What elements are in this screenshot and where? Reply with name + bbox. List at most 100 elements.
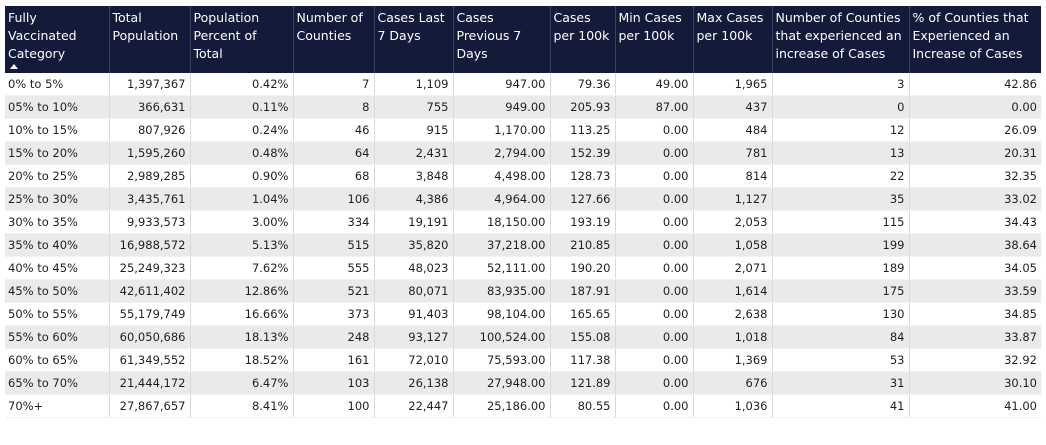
cell-cases-previous-7-days: 100,524.00 bbox=[453, 325, 551, 349]
cell-cases-previous-7-days: 18,150.00 bbox=[453, 210, 551, 234]
cell-counties-increase-percent: 34.05 bbox=[909, 256, 1041, 280]
cell-population-percent: 6.47% bbox=[190, 371, 294, 395]
cell-category: 50% to 55% bbox=[5, 302, 110, 326]
cell-min-cases-per-100k: 0.00 bbox=[615, 164, 694, 188]
cell-min-cases-per-100k: 0.00 bbox=[615, 210, 694, 234]
cell-cases-last-7-days: 19,191 bbox=[374, 210, 454, 234]
column-header-cases-per-100k[interactable]: Cases per 100k bbox=[550, 6, 616, 73]
cell-cases-per-100k: 117.38 bbox=[550, 348, 616, 372]
cell-cases-last-7-days: 48,023 bbox=[374, 256, 454, 280]
table-row[interactable]: 65% to 70% 21,444,172 6.47% 103 26,138 27,948… bbox=[5, 371, 1041, 395]
table-row[interactable]: 20% to 25% 2,989,285 0.90% 68 3,848 4,498.00 1… bbox=[5, 164, 1041, 188]
cell-counties-increase-percent: 38.64 bbox=[909, 233, 1041, 257]
cell-category: 20% to 25% bbox=[5, 164, 110, 188]
table-row[interactable]: 70%+ 27,867,657 8.41% 100 22,447 25,186.00 80.… bbox=[5, 394, 1041, 418]
cell-population-percent: 7.62% bbox=[190, 256, 294, 280]
cell-total-population: 61,349,552 bbox=[109, 348, 191, 372]
cell-number-of-counties: 64 bbox=[293, 141, 375, 165]
cell-min-cases-per-100k: 0.00 bbox=[615, 141, 694, 165]
column-header-total-population[interactable]: Total Population bbox=[109, 6, 191, 73]
cell-number-of-counties: 521 bbox=[293, 279, 375, 303]
cell-counties-increase-percent: 26.09 bbox=[909, 118, 1041, 142]
cell-cases-per-100k: 165.65 bbox=[550, 302, 616, 326]
cell-cases-per-100k: 190.20 bbox=[550, 256, 616, 280]
cell-cases-previous-7-days: 52,111.00 bbox=[453, 256, 551, 280]
cell-category: 60% to 65% bbox=[5, 348, 110, 372]
cell-max-cases-per-100k: 1,036 bbox=[693, 394, 773, 418]
column-header-label: Min Cases per 100k bbox=[618, 10, 682, 43]
cell-min-cases-per-100k: 49.00 bbox=[615, 73, 694, 96]
table-row[interactable]: 0% to 5% 1,397,367 0.42% 7 1,109 947.00 79.36 4… bbox=[5, 73, 1041, 96]
cell-category: 0% to 5% bbox=[5, 73, 110, 96]
data-table: Fully Vaccinated Category Total Populati… bbox=[5, 6, 1041, 418]
column-header-cases-previous-7-days[interactable]: Cases Previous 7 Days bbox=[453, 6, 551, 73]
cell-cases-per-100k: 121.89 bbox=[550, 371, 616, 395]
cell-cases-per-100k: 152.39 bbox=[550, 141, 616, 165]
cell-counties-increase-count: 84 bbox=[772, 325, 910, 349]
column-header-label: Number of Counties bbox=[296, 10, 363, 43]
cell-counties-increase-percent: 41.00 bbox=[909, 394, 1041, 418]
table-row[interactable]: 50% to 55% 55,179,749 16.66% 373 91,403 98,10… bbox=[5, 302, 1041, 326]
cell-counties-increase-percent: 32.92 bbox=[909, 348, 1041, 372]
cell-total-population: 366,631 bbox=[109, 95, 191, 119]
cell-counties-increase-count: 53 bbox=[772, 348, 910, 372]
cell-cases-last-7-days: 35,820 bbox=[374, 233, 454, 257]
table-row[interactable]: 05% to 10% 366,631 0.11% 8 755 949.00 205.93 87… bbox=[5, 95, 1041, 119]
column-header-category[interactable]: Fully Vaccinated Category bbox=[5, 6, 110, 73]
cell-number-of-counties: 515 bbox=[293, 233, 375, 257]
cell-min-cases-per-100k: 0.00 bbox=[615, 256, 694, 280]
column-header-label: Cases Last 7 Days bbox=[377, 10, 445, 43]
cell-cases-previous-7-days: 4,498.00 bbox=[453, 164, 551, 188]
cell-total-population: 27,867,657 bbox=[109, 394, 191, 418]
table-row[interactable]: 45% to 50% 42,611,402 12.86% 521 80,071 83,93… bbox=[5, 279, 1041, 303]
table-row[interactable]: 10% to 15% 807,926 0.24% 46 915 1,170.00 113.2… bbox=[5, 118, 1041, 142]
cell-cases-previous-7-days: 37,218.00 bbox=[453, 233, 551, 257]
cell-total-population: 9,933,573 bbox=[109, 210, 191, 234]
column-header-counties-increase-percent[interactable]: % of Counties that Experienced an Increa… bbox=[909, 6, 1041, 73]
cell-population-percent: 0.11% bbox=[190, 95, 294, 119]
cell-counties-increase-count: 31 bbox=[772, 371, 910, 395]
cell-number-of-counties: 334 bbox=[293, 210, 375, 234]
cell-min-cases-per-100k: 0.00 bbox=[615, 325, 694, 349]
cell-min-cases-per-100k: 0.00 bbox=[615, 118, 694, 142]
table-row[interactable]: 30% to 35% 9,933,573 3.00% 334 19,191 18,150.… bbox=[5, 210, 1041, 234]
cell-cases-previous-7-days: 949.00 bbox=[453, 95, 551, 119]
cell-counties-increase-count: 13 bbox=[772, 141, 910, 165]
cell-cases-last-7-days: 915 bbox=[374, 118, 454, 142]
table-row[interactable]: 15% to 20% 1,595,260 0.48% 64 2,431 2,794.00 1… bbox=[5, 141, 1041, 165]
cell-max-cases-per-100k: 814 bbox=[693, 164, 773, 188]
table-row[interactable]: 60% to 65% 61,349,552 18.52% 161 72,010 75,59… bbox=[5, 348, 1041, 372]
table-row[interactable]: 40% to 45% 25,249,323 7.62% 555 48,023 52,111… bbox=[5, 256, 1041, 280]
table-row[interactable]: 25% to 30% 3,435,761 1.04% 106 4,386 4,964.00… bbox=[5, 187, 1041, 211]
column-header-max-cases-per-100k[interactable]: Max Cases per 100k bbox=[693, 6, 773, 73]
column-header-label: Number of Counties that experienced an i… bbox=[775, 10, 902, 61]
cell-cases-per-100k: 187.91 bbox=[550, 279, 616, 303]
cell-counties-increase-percent: 30.10 bbox=[909, 371, 1041, 395]
cell-max-cases-per-100k: 437 bbox=[693, 95, 773, 119]
cell-max-cases-per-100k: 781 bbox=[693, 141, 773, 165]
column-header-counties-increase-count[interactable]: Number of Counties that experienced an i… bbox=[772, 6, 910, 73]
table-row[interactable]: 35% to 40% 16,988,572 5.13% 515 35,820 37,218… bbox=[5, 233, 1041, 257]
column-header-label: Max Cases per 100k bbox=[696, 10, 764, 43]
column-header-population-percent[interactable]: Population Percent of Total bbox=[190, 6, 294, 73]
column-header-min-cases-per-100k[interactable]: Min Cases per 100k bbox=[615, 6, 694, 73]
cell-cases-per-100k: 128.73 bbox=[550, 164, 616, 188]
cell-max-cases-per-100k: 676 bbox=[693, 371, 773, 395]
cell-population-percent: 8.41% bbox=[190, 394, 294, 418]
cell-cases-last-7-days: 1,109 bbox=[374, 73, 454, 96]
cell-number-of-counties: 248 bbox=[293, 325, 375, 349]
cell-cases-last-7-days: 72,010 bbox=[374, 348, 454, 372]
table-row[interactable]: 55% to 60% 60,050,686 18.13% 248 93,127 100,5… bbox=[5, 325, 1041, 349]
cell-total-population: 55,179,749 bbox=[109, 302, 191, 326]
cell-number-of-counties: 373 bbox=[293, 302, 375, 326]
cell-cases-last-7-days: 755 bbox=[374, 95, 454, 119]
cell-cases-previous-7-days: 4,964.00 bbox=[453, 187, 551, 211]
cell-cases-last-7-days: 91,403 bbox=[374, 302, 454, 326]
sort-up-icon[interactable] bbox=[10, 64, 18, 69]
column-header-cases-last-7-days[interactable]: Cases Last 7 Days bbox=[374, 6, 454, 73]
cell-counties-increase-count: 41 bbox=[772, 394, 910, 418]
table-body: 0% to 5% 1,397,367 0.42% 7 1,109 947.00 79.36 4… bbox=[5, 73, 1041, 418]
column-header-number-of-counties[interactable]: Number of Counties bbox=[293, 6, 375, 73]
cell-counties-increase-count: 35 bbox=[772, 187, 910, 211]
column-header-label: Cases Previous 7 Days bbox=[456, 10, 522, 61]
